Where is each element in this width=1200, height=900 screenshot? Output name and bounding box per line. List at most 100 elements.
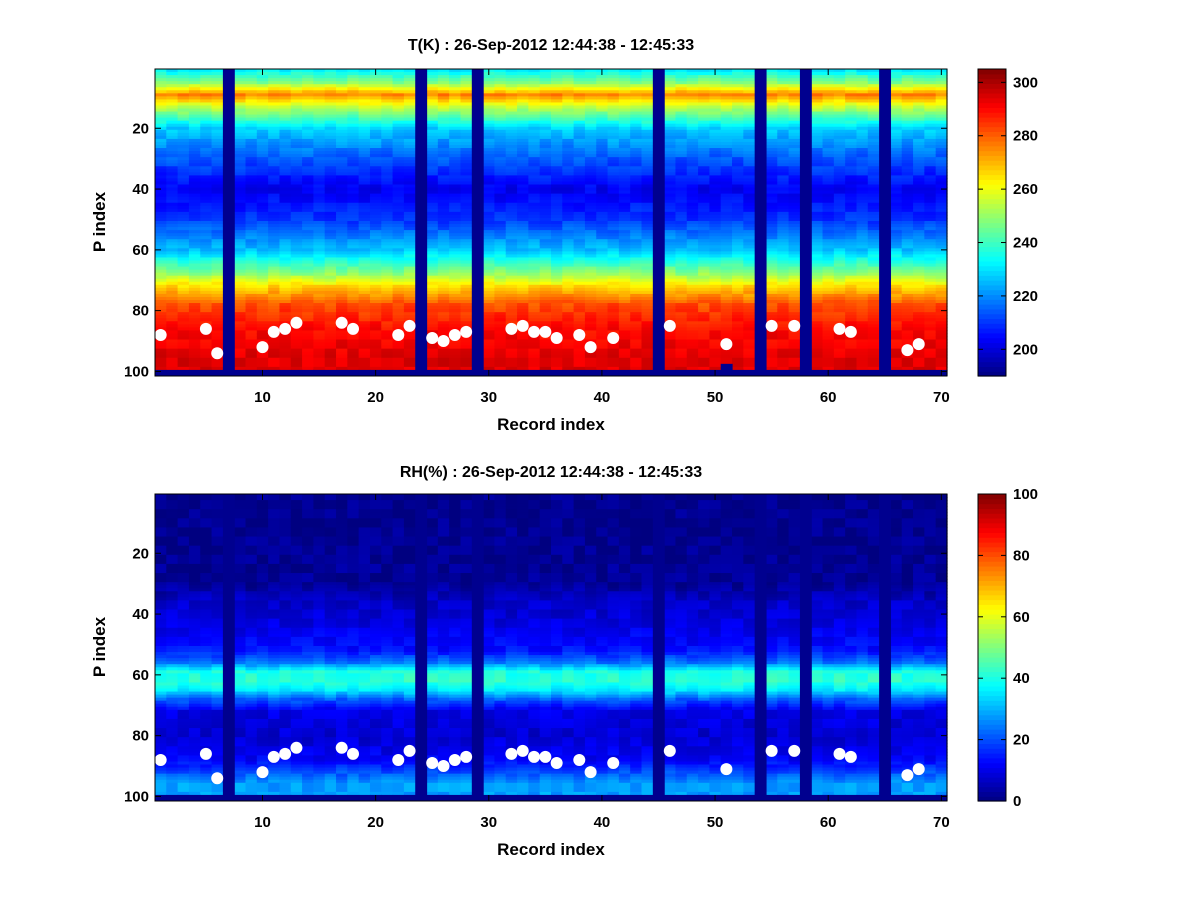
heatmap-cell	[166, 287, 179, 292]
heatmap-cell	[290, 266, 303, 271]
heatmap-cell	[426, 348, 439, 353]
heatmap-cell	[336, 214, 348, 219]
heatmap-cell	[505, 78, 518, 82]
heatmap-cell	[324, 245, 337, 249]
heatmap-cell	[392, 339, 405, 344]
heatmap-cell	[358, 366, 371, 371]
heatmap-cell	[166, 157, 179, 161]
heatmap-cell	[324, 284, 337, 289]
heatmap-cell	[505, 339, 518, 344]
heatmap-cell	[302, 312, 314, 316]
heatmap-cell	[290, 220, 303, 225]
heatmap-cell	[483, 360, 496, 365]
heatmap-cell	[437, 193, 450, 198]
heatmap-cell	[245, 236, 258, 240]
heatmap-cell	[505, 141, 518, 146]
heatmap-cell	[426, 108, 439, 113]
heatmap-cell	[347, 336, 360, 341]
heatmap-cell	[302, 81, 314, 85]
heatmap-cell	[517, 239, 529, 243]
heatmap-cell	[290, 351, 303, 356]
heatmap-cell	[177, 148, 190, 152]
heatmap-cell	[426, 318, 439, 322]
heatmap-cell	[381, 281, 394, 286]
heatmap-cell	[517, 181, 529, 186]
heatmap-cell	[437, 126, 450, 131]
heatmap-cell	[460, 202, 473, 207]
heatmap-cell	[256, 354, 269, 359]
heatmap-cell	[505, 75, 518, 79]
heatmap-cell	[403, 342, 416, 347]
heatmap-cell	[313, 151, 326, 155]
heatmap-cell	[256, 135, 269, 140]
heatmap-cell	[505, 111, 518, 116]
heatmap-cell	[188, 306, 201, 310]
heatmap-cell	[256, 208, 269, 213]
heatmap-cell	[426, 266, 439, 271]
heatmap-cell	[517, 117, 529, 122]
heatmap-cell	[324, 169, 337, 173]
heatmap-cell	[517, 248, 529, 252]
heatmap-cell	[324, 69, 337, 73]
heatmap-cell	[460, 318, 473, 322]
heatmap-cell	[369, 230, 382, 234]
heatmap-cell	[517, 303, 529, 307]
heatmap-cell	[268, 321, 281, 325]
heatmap-cell	[347, 366, 360, 371]
heatmap-cell	[403, 281, 416, 286]
heatmap-cell	[449, 339, 462, 344]
heatmap-cell	[290, 78, 303, 82]
heatmap-cell	[256, 245, 269, 249]
heatmap-cell	[460, 296, 473, 301]
heatmap-cell	[166, 75, 179, 79]
heatmap-cell	[200, 306, 213, 310]
heatmap-cell	[369, 205, 382, 210]
heatmap-cell	[290, 126, 303, 131]
heatmap-cell	[188, 324, 201, 328]
heatmap-cell	[426, 69, 439, 73]
heatmap-cell	[302, 144, 314, 149]
heatmap-cell	[211, 321, 224, 325]
heatmap-cell	[437, 260, 450, 265]
heatmap-cell	[437, 293, 450, 298]
heatmap-cell	[449, 117, 462, 122]
heatmap-cell	[483, 254, 496, 259]
heatmap-cell	[347, 205, 360, 210]
heatmap-cell	[336, 184, 348, 189]
heatmap-cell	[211, 129, 224, 134]
heatmap-cell	[313, 318, 326, 322]
heatmap-cell	[155, 172, 167, 176]
heatmap-cell	[437, 217, 450, 222]
heatmap-cell	[460, 184, 473, 189]
heatmap-cell	[188, 293, 201, 298]
heatmap-cell	[324, 227, 337, 231]
heatmap-cell	[369, 157, 382, 161]
heatmap-cell	[245, 175, 258, 180]
heatmap-cell	[483, 318, 496, 322]
heatmap-cell	[268, 266, 281, 271]
heatmap-cell	[517, 199, 529, 204]
heatmap-cell	[268, 163, 281, 167]
heatmap-cell	[449, 272, 462, 277]
heatmap-cell	[188, 321, 201, 325]
heatmap-cell	[234, 151, 247, 155]
heatmap-cell	[336, 138, 348, 143]
heatmap-cell	[449, 196, 462, 201]
heatmap-cell	[403, 293, 416, 298]
heatmap-cell	[200, 272, 213, 277]
heatmap-cell	[290, 132, 303, 137]
heatmap-cell	[177, 163, 190, 167]
heatmap-cell	[494, 84, 507, 88]
heatmap-cell	[188, 230, 201, 234]
heatmap-cell	[460, 251, 473, 256]
heatmap-cell	[279, 181, 292, 186]
heatmap-cell	[505, 266, 518, 271]
heatmap-cell	[369, 102, 382, 107]
heatmap-cell	[302, 117, 314, 122]
heatmap-cell	[426, 87, 439, 91]
heatmap-cell	[437, 117, 450, 122]
heatmap-cell	[324, 309, 337, 313]
heatmap-cell	[505, 211, 518, 216]
heatmap-cell	[200, 96, 213, 100]
heatmap-cell	[336, 257, 348, 262]
